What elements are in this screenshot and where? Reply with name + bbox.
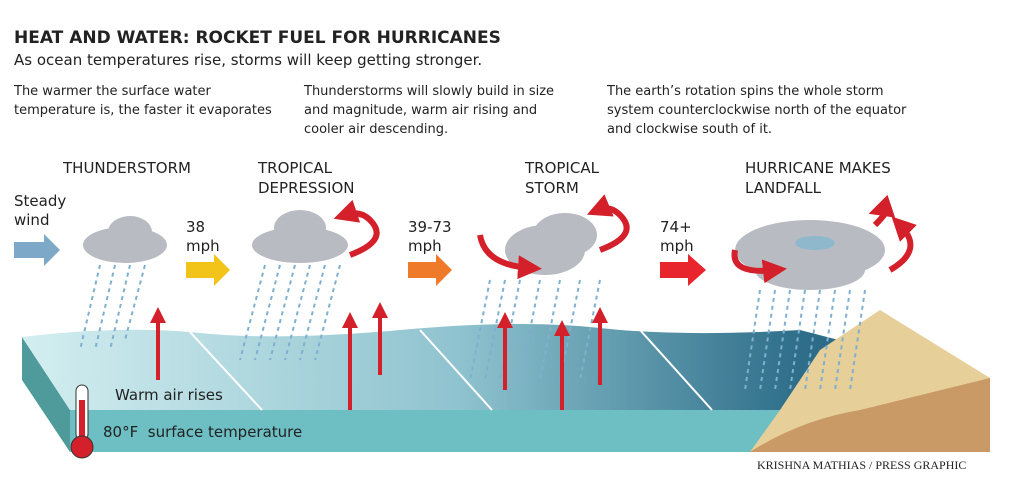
rain [79,264,866,391]
wind-arrow [660,254,706,286]
stage-label: TROPICAL DEPRESSION [258,159,355,197]
thermometer-bulb [70,435,94,459]
wind-label: 39-73 mph [408,218,452,255]
note: The warmer the surface water temperature… [14,84,272,118]
credit: KRISHNA MATHIAS / PRESS GRAPHIC [757,458,967,472]
title: HEAT AND WATER: ROCKET FUEL FOR HURRICAN… [14,28,501,48]
wind-arrow [14,234,60,266]
stage-label: TROPICAL STORM [525,159,599,197]
wind-arrow [186,254,230,286]
ocean-side [22,337,70,452]
hurricane-eye [795,236,835,250]
rotation-arrows [333,194,917,284]
note: The earth’s rotation spins the whole sto… [607,84,907,137]
wind-label: Steady wind [14,192,67,229]
land-side [750,378,990,452]
thermometer-fill [79,400,85,442]
temperature-label: 80°F surface temperature [103,423,303,441]
subtitle: As ocean temperatures rise, storms will … [14,51,483,69]
divider-lines [189,329,713,411]
wind-label: 74+ mph [660,218,694,255]
stage-label: THUNDERSTORM [63,159,191,177]
wind-label: 38 mph [186,218,220,255]
wind-arrow [408,254,452,286]
note: Thunderstorms will slowly build in size … [304,84,555,137]
warm-air-label: Warm air rises [115,386,223,404]
stage-label: HURRICANE MAKES LANDFALL [745,159,891,197]
rising-air-arrows [150,302,608,410]
